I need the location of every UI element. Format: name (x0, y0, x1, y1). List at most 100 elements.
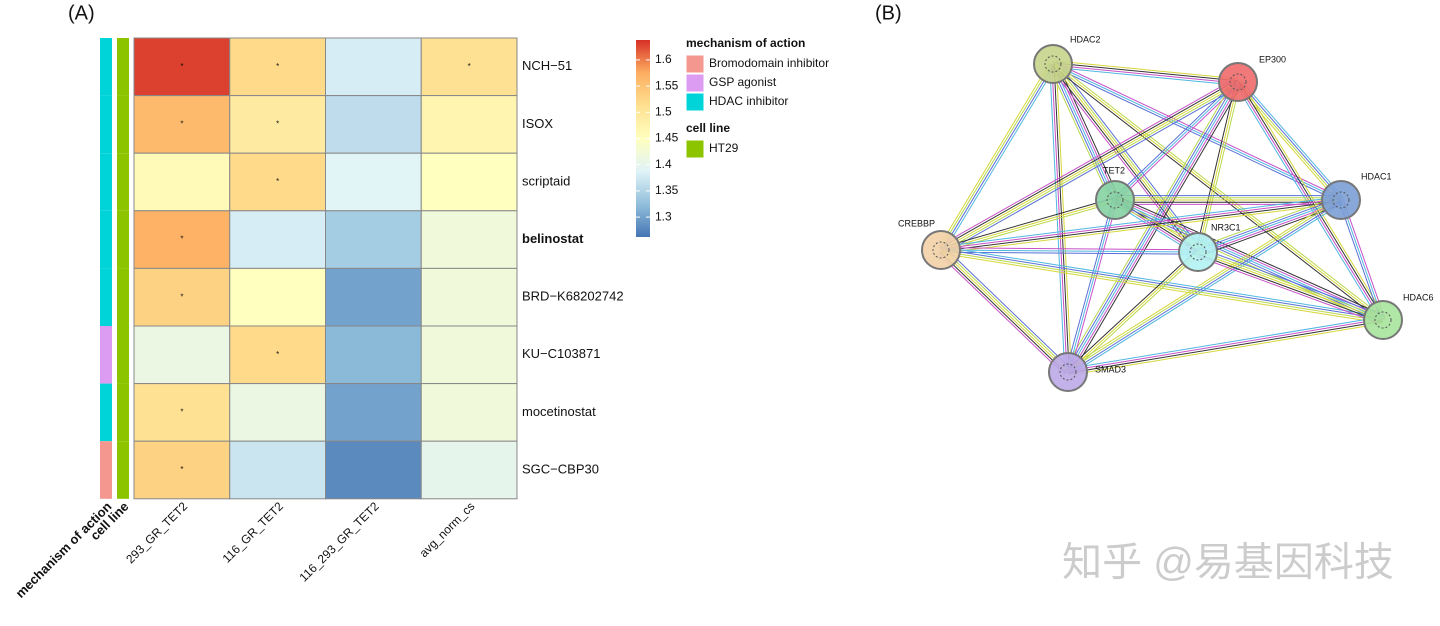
heatmap-cell (325, 267, 422, 327)
network-edge (1052, 63, 1342, 201)
network-edge (1065, 199, 1114, 372)
network-edge (940, 249, 1199, 253)
network-edge (1068, 322, 1384, 376)
significance-mark: * (180, 408, 183, 417)
network-edge (1114, 81, 1239, 201)
node-label: HDAC2 (1070, 34, 1101, 44)
row-annotation (100, 326, 112, 384)
network-edge (1052, 64, 1238, 84)
colorbar-tick-label: 1.5 (655, 104, 672, 118)
network-edge (1054, 62, 1118, 200)
heatmap-cell (325, 383, 422, 442)
heatmap-cell (133, 325, 231, 385)
row-annotation (100, 153, 112, 211)
network-edge (1196, 255, 1382, 325)
heatmap-cell (229, 152, 326, 212)
node-structure (1189, 243, 1207, 261)
network-edge (1067, 251, 1199, 373)
panel-label: (A) (68, 2, 95, 24)
network-edge (939, 79, 1238, 249)
network-edge (1052, 63, 1384, 321)
network-edge (941, 247, 1199, 251)
row-annotation (117, 38, 129, 96)
network-edge (1054, 62, 1201, 251)
network-edge (1236, 82, 1383, 321)
network-edge (1050, 65, 1197, 254)
heatmap-cell (325, 95, 422, 154)
network-edge (1199, 247, 1385, 317)
significance-mark: * (276, 350, 279, 359)
heatmap-cell (229, 267, 326, 327)
significance-mark: * (180, 235, 183, 244)
legend-swatch (685, 54, 705, 74)
row-annotation (117, 268, 129, 326)
network-edge (1052, 66, 1238, 86)
node-label: TET2 (1103, 165, 1125, 175)
network-edge (940, 250, 1383, 322)
column-label: 293_GR_TET2 (123, 499, 190, 566)
network-edge (1114, 199, 1384, 321)
legend-swatch (685, 92, 705, 112)
significance-mark: * (276, 120, 279, 129)
network-edge (1197, 253, 1383, 323)
network-edge (1197, 199, 1342, 253)
network-edge (1066, 250, 1197, 371)
network-edge (1069, 82, 1241, 374)
network-edges (937, 60, 1387, 376)
heatmap-cell (420, 95, 518, 154)
heatmap-cell (420, 210, 518, 269)
significance-mark: * (468, 62, 471, 71)
network-edge (942, 85, 1241, 255)
network-edge (1055, 63, 1072, 372)
heatmap-cell (325, 210, 422, 269)
network-edge (1198, 249, 1384, 319)
node-structure (932, 241, 950, 259)
network-edge (1052, 63, 1199, 253)
network-edge (1199, 82, 1241, 253)
node-structure (1044, 55, 1062, 73)
row-label: mocetinostat (522, 404, 596, 419)
network-node (1095, 180, 1135, 220)
node-structure (1374, 311, 1392, 329)
row-annotation (117, 210, 129, 269)
network-edge (1048, 65, 1112, 203)
heatmap-cell (420, 383, 518, 442)
network-edge (940, 198, 1341, 250)
colorbar-tick-label: 1.45 (655, 131, 679, 145)
row-label: SGC−CBP30 (522, 461, 599, 476)
network-edge (1115, 197, 1385, 319)
significance-mark: * (180, 120, 183, 129)
network-node (1033, 44, 1073, 84)
heatmap-cell (229, 210, 326, 269)
heatmap-cell (420, 267, 518, 327)
row-annotation (100, 95, 112, 154)
network-edge (1053, 61, 1343, 199)
node-label: NR3C1 (1211, 222, 1241, 232)
column-label: 116_293_GR_TET2 (297, 499, 382, 584)
network-edge (1068, 320, 1384, 374)
watermark: 知乎 @易基因科技 (1062, 541, 1394, 585)
network-node (1178, 232, 1218, 272)
colorbar-tick-label: 1.6 (655, 52, 672, 66)
network-edge (940, 197, 1115, 249)
annotation-title: mechanism of action (13, 499, 115, 601)
network-edge (943, 246, 1072, 370)
network-edge (1067, 198, 1341, 372)
row-annotation (100, 210, 112, 269)
colorbar (636, 40, 650, 237)
network-edge (940, 199, 1116, 251)
significance-mark: * (180, 292, 183, 301)
network-edge (1053, 62, 1239, 82)
heatmap-cell (420, 37, 518, 97)
network-edge (939, 251, 1067, 374)
heatmap-cell (133, 95, 231, 154)
network-edge (940, 81, 1239, 251)
network-edge (941, 64, 1055, 251)
network-edge (1050, 64, 1114, 202)
network-edge (938, 77, 1237, 247)
network-edge (937, 62, 1051, 249)
network-edge (1196, 195, 1340, 249)
panel-label: (B) (875, 2, 902, 24)
row-annotation (117, 153, 129, 211)
